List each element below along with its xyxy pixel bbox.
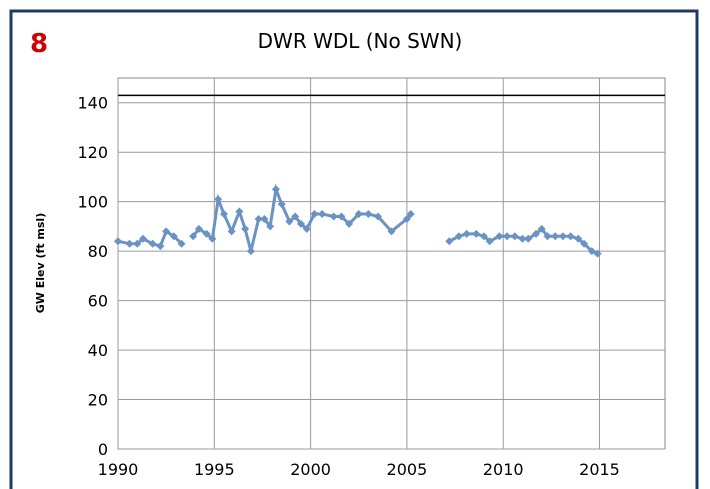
data-point [503, 232, 512, 241]
data-point [566, 232, 575, 241]
data-point [574, 234, 583, 243]
data-point [277, 200, 286, 209]
y-tick-label: 20 [88, 391, 108, 410]
data-point [537, 224, 546, 233]
data-point [479, 232, 488, 241]
data-point [402, 214, 411, 223]
y-tick-label: 40 [88, 341, 108, 360]
x-tick-label: 1995 [194, 460, 235, 479]
x-tick-label: 2015 [579, 460, 620, 479]
y-tick-label: 140 [77, 94, 108, 113]
data-point [387, 227, 396, 236]
data-point [345, 219, 354, 228]
data-point [162, 227, 171, 236]
data-point [337, 212, 346, 221]
data-point [194, 224, 203, 233]
data-point [177, 239, 186, 248]
y-tick-label: 80 [88, 242, 108, 261]
chart-title: DWR WDL (No SWN) [258, 29, 463, 53]
data-point [148, 239, 157, 248]
data-point [235, 207, 244, 216]
plot-area [117, 77, 666, 450]
data-point [271, 185, 280, 194]
data-point [445, 237, 454, 246]
data-point [208, 234, 217, 243]
data-point [310, 210, 319, 219]
data-point [227, 227, 236, 236]
data-point [241, 224, 250, 233]
data-point [329, 212, 338, 221]
data-point [587, 247, 596, 256]
data-point [156, 242, 165, 251]
data-point [454, 232, 463, 241]
data-point [406, 210, 415, 219]
data-point [254, 214, 263, 223]
data-point [266, 222, 275, 231]
data-point [524, 234, 533, 243]
data-point [462, 229, 471, 238]
data-point [543, 232, 552, 241]
data-point [593, 249, 602, 258]
y-axis-label: GW Elev (ft msl) [34, 213, 47, 313]
data-point [472, 229, 481, 238]
y-tick-label: 120 [77, 143, 108, 162]
badge: 8 [30, 29, 48, 59]
data-point [125, 239, 134, 248]
data-point [485, 237, 494, 246]
data-point [296, 219, 305, 228]
data-point [189, 232, 198, 241]
data-point [139, 234, 148, 243]
data-point [354, 210, 363, 219]
data-point [291, 212, 300, 221]
data-point [214, 195, 223, 204]
data-point [510, 232, 519, 241]
data-point [285, 217, 294, 226]
data-point [302, 224, 311, 233]
x-tick-label: 2005 [387, 460, 428, 479]
data-point [580, 239, 589, 248]
y-tick-label: 60 [88, 292, 108, 311]
data-point [551, 232, 560, 241]
data-point [364, 210, 373, 219]
data-point [260, 214, 269, 223]
data-point [219, 210, 228, 219]
data-point [202, 229, 211, 238]
data-point [518, 234, 527, 243]
data-point [133, 239, 142, 248]
y-tick-label: 0 [98, 440, 108, 459]
x-tick-label: 2000 [290, 460, 331, 479]
data-point [495, 232, 504, 241]
x-tick-label: 1990 [98, 460, 139, 479]
y-tick-label: 100 [77, 193, 108, 212]
data-point [531, 229, 540, 238]
data-point [558, 232, 567, 241]
data-point [114, 237, 122, 246]
x-tick-label: 2010 [483, 460, 524, 479]
data-point [374, 212, 383, 221]
data-point [246, 247, 255, 256]
data-point [318, 210, 327, 219]
data-point [169, 232, 178, 241]
